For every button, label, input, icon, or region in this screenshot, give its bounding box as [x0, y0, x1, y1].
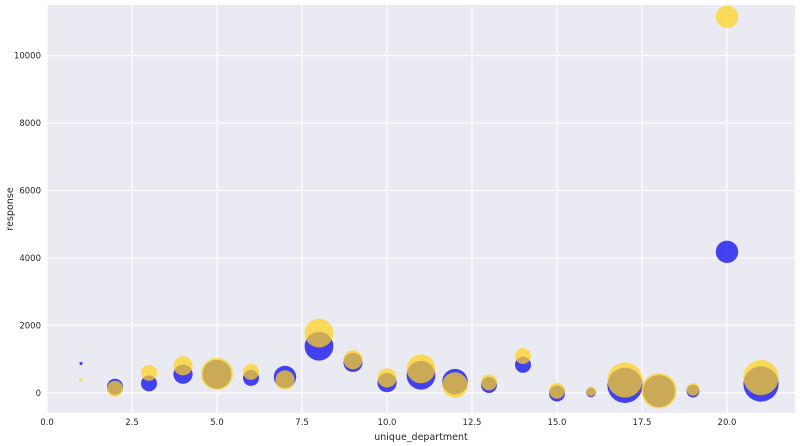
data-point [481, 374, 497, 391]
y-tick-label: 4000 [19, 254, 41, 264]
y-tick-labels: 0 2000 4000 6000 8000 10000 [14, 52, 41, 399]
y-tick-label: 0 [36, 389, 41, 399]
data-point [79, 378, 83, 382]
x-tick-label: 7.5 [295, 418, 309, 428]
x-tick-label: 2.5 [125, 418, 139, 428]
data-point [743, 359, 779, 396]
data-points [79, 5, 779, 409]
x-tick-label: 5.0 [210, 418, 224, 428]
data-point [586, 386, 596, 397]
x-axis-label: unique_department [374, 432, 468, 443]
data-point [549, 382, 565, 399]
data-point [304, 318, 334, 348]
x-tick-label: 10.0 [378, 418, 397, 428]
data-point [515, 348, 531, 365]
x-tick-label: 20.0 [718, 418, 737, 428]
x-tick-label: 17.5 [633, 418, 652, 428]
y-tick-label: 2000 [19, 321, 41, 331]
y-tick-label: 8000 [19, 119, 41, 129]
data-point [141, 364, 157, 381]
data-point [641, 373, 677, 409]
data-point [715, 5, 739, 29]
y-axis-label: response [5, 187, 16, 230]
x-tick-labels: 0.0 2.5 5.0 7.5 10.0 12.5 15.0 17.5 20.0 [40, 418, 736, 428]
x-tick-label: 15.0 [548, 418, 567, 428]
data-point [173, 356, 193, 376]
y-tick-label: 6000 [19, 186, 41, 196]
data-point [275, 370, 295, 390]
data-point [243, 363, 259, 380]
data-point [79, 361, 83, 366]
x-tick-label: 12.5 [463, 418, 482, 428]
plot-area [47, 5, 795, 413]
data-point [607, 362, 643, 398]
data-point [107, 380, 123, 397]
data-point [442, 372, 468, 398]
data-point [343, 350, 363, 370]
data-point [377, 368, 397, 388]
data-point [406, 354, 436, 384]
x-tick-label: 0.0 [40, 418, 54, 428]
data-point [686, 382, 700, 396]
y-tick-label: 10000 [14, 52, 41, 62]
data-point [201, 357, 233, 390]
data-point [715, 240, 739, 264]
